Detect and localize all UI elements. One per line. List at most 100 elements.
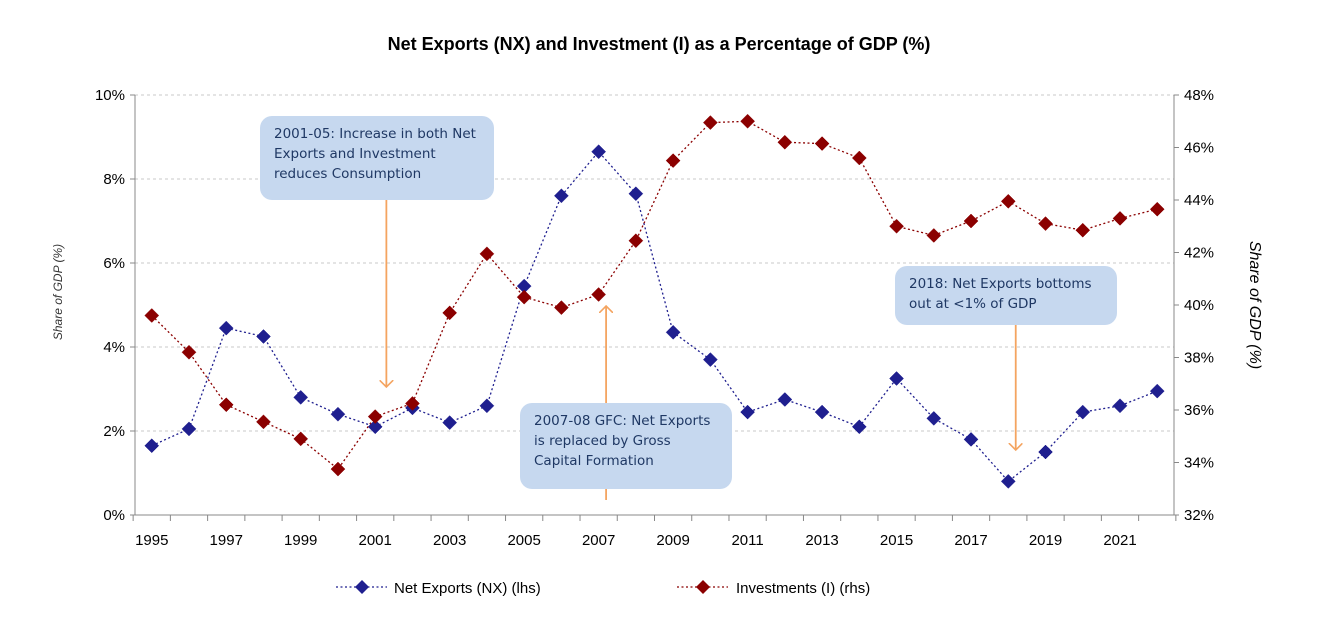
data-point-net-exports-2004 [479, 398, 495, 414]
x-tick-label: 2007 [582, 532, 615, 549]
data-point-net-exports-2021 [1112, 398, 1128, 414]
data-point-investments-2012 [777, 134, 793, 150]
legend-marker-net-exports [355, 580, 369, 594]
data-point-investments-1999 [293, 431, 309, 447]
data-point-net-exports-2000 [330, 406, 346, 422]
data-point-investments-2008 [628, 233, 644, 249]
data-point-investments-1997 [218, 397, 234, 413]
data-point-investments-2000 [330, 461, 346, 477]
data-point-investments-1995 [144, 308, 160, 323]
tick-labels: 0% 2% 4% 6% 8% 10% 32% 34% 36% 38% 40% 42% 44% 46% 48%… [95, 87, 1214, 549]
x-tick-label: 2013 [805, 532, 838, 549]
y-axis-label-left: Share of GDP (%) [51, 244, 65, 340]
data-point-investments-1998 [256, 414, 271, 430]
y-right-tick-label: 32% [1184, 507, 1214, 524]
y-right-tick-label: 46% [1184, 140, 1214, 157]
y-axis-label-right: Share of GDP (%) [1246, 241, 1263, 369]
data-point-net-exports-2014 [851, 419, 867, 435]
data-point-investments-2007 [591, 287, 606, 302]
data-point-investments-2019 [1038, 216, 1053, 231]
data-point-net-exports-2012 [777, 392, 793, 407]
data-point-investments-2021 [1112, 211, 1128, 226]
gridlines [135, 94, 1174, 432]
data-point-net-exports-2017 [963, 432, 979, 447]
y-left-tick-label: 0% [103, 507, 125, 524]
data-point-net-exports-2011 [740, 404, 755, 420]
y-left-tick-label: 10% [95, 87, 125, 104]
data-point-investments-2014 [851, 150, 867, 166]
data-point-net-exports-1999 [293, 390, 309, 405]
x-tick-label: 2011 [731, 532, 763, 549]
x-tick-label: 2005 [507, 532, 540, 549]
x-tick-label: 1995 [135, 532, 168, 549]
data-point-investments-2001 [367, 409, 383, 424]
data-point-investments-1996 [181, 344, 197, 360]
chart-title: Net Exports (NX) and Investment (I) as a… [388, 34, 931, 54]
data-point-net-exports-2022 [1149, 383, 1165, 399]
y-left-tick-label: 2% [103, 423, 125, 440]
legend-marker-investments [696, 580, 710, 594]
data-point-net-exports-2003 [442, 415, 458, 430]
series-lines [151, 120, 1158, 483]
data-point-net-exports-2015 [889, 371, 904, 386]
data-point-net-exports-1995 [144, 438, 160, 454]
annotation-callout-2001: 2001-05: Increase in both Net Exports an… [260, 116, 494, 200]
y-right-tick-label: 40% [1184, 297, 1214, 314]
x-tick-label: 2001 [359, 532, 392, 549]
y-right-tick-label: 36% [1184, 402, 1214, 419]
data-point-investments-2005 [516, 289, 532, 305]
data-point-investments-2002 [405, 396, 420, 411]
y-left-tick-label: 6% [103, 255, 125, 272]
data-point-investments-2020 [1075, 222, 1091, 238]
data-point-investments-2013 [814, 136, 830, 151]
data-point-net-exports-2007 [591, 144, 606, 160]
data-point-net-exports-2009 [665, 324, 681, 340]
data-point-investments-2017 [963, 213, 979, 229]
x-tick-label: 2009 [656, 532, 689, 549]
y-left-tick-label: 8% [103, 171, 125, 188]
data-point-net-exports-2010 [703, 352, 718, 367]
data-point-investments-2003 [442, 305, 458, 321]
x-tick-label: 1997 [210, 532, 243, 549]
x-tick-label: 1999 [284, 532, 317, 549]
data-point-net-exports-1996 [181, 421, 197, 437]
data-point-investments-2016 [926, 228, 942, 243]
data-point-net-exports-2018 [1000, 474, 1016, 489]
data-point-net-exports-2016 [926, 411, 942, 426]
legend-label-net-exports: Net Exports (NX) (lhs) [394, 580, 541, 597]
x-tick-label: 2015 [880, 532, 913, 549]
data-point-net-exports-2020 [1075, 404, 1091, 420]
data-point-net-exports-1998 [256, 329, 271, 344]
x-tick-label: 2017 [954, 532, 987, 549]
data-point-investments-2015 [889, 218, 904, 234]
data-point-investments-2006 [554, 300, 569, 315]
data-point-net-exports-1997 [218, 320, 234, 336]
data-point-net-exports-2008 [628, 186, 644, 202]
axes [130, 94, 1179, 521]
annotation-callout-2007: 2007-08 GFC: Net Exports is replaced by … [520, 403, 732, 489]
x-tick-label: 2003 [433, 532, 466, 549]
y-right-tick-label: 38% [1184, 350, 1214, 367]
data-point-investments-2018 [1000, 193, 1016, 209]
y-right-tick-label: 48% [1184, 87, 1214, 104]
data-point-investments-2009 [665, 153, 681, 168]
y-right-tick-label: 34% [1184, 455, 1214, 472]
data-point-net-exports-2019 [1038, 444, 1053, 460]
series-markers [144, 113, 1165, 489]
data-point-investments-2022 [1149, 201, 1165, 217]
x-tick-label: 2019 [1029, 532, 1062, 549]
annotation-callout-2018: 2018: Net Exports bottoms out at <1% of … [895, 266, 1117, 325]
data-point-investments-2011 [740, 113, 755, 129]
data-point-net-exports-2001 [367, 419, 383, 435]
y-right-tick-label: 42% [1184, 245, 1214, 262]
data-point-net-exports-2013 [814, 404, 830, 420]
series-line-net-exports [151, 150, 1158, 483]
legend: Net Exports (NX) (lhs) Investments (I) (… [336, 580, 870, 597]
data-point-investments-2004 [479, 246, 495, 262]
y-left-tick-label: 4% [103, 339, 125, 356]
data-point-net-exports-2006 [554, 188, 569, 204]
x-tick-label: 2021 [1103, 532, 1136, 549]
legend-label-investments: Investments (I) (rhs) [736, 580, 870, 597]
y-right-tick-label: 44% [1184, 192, 1214, 209]
